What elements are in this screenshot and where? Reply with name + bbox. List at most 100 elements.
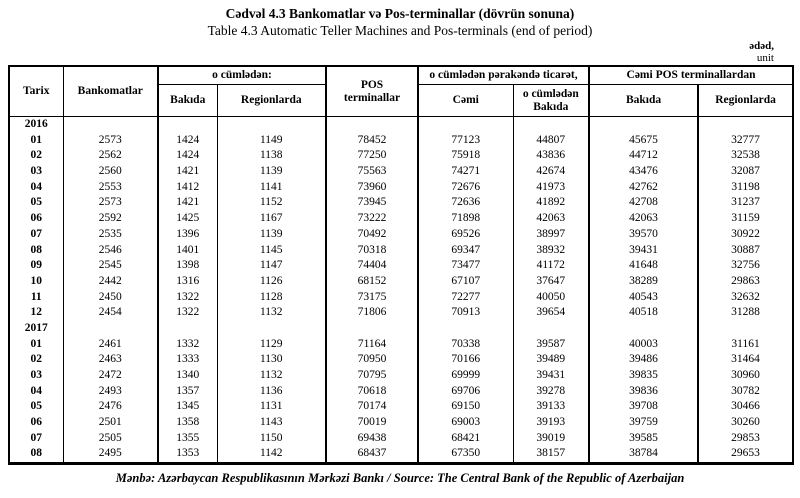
value-cell: 32632 [697, 289, 794, 306]
value-cell: 30887 [697, 242, 794, 259]
value-cell: 44807 [512, 132, 590, 149]
value-cell: 40050 [512, 289, 590, 306]
data-row: 06 2501 1358 1143 70019 69003 39193 39759 30260 [9, 415, 794, 431]
value-cell: 1132 [216, 368, 327, 384]
value-cell: 39570 [588, 226, 699, 243]
empty-cell [697, 320, 794, 337]
value-cell: 1412 [157, 179, 217, 196]
value-cell: 70913 [417, 305, 514, 321]
data-row: 01 2461 1332 1129 71164 70338 39587 40003 31161 [9, 336, 794, 353]
col-header-bankomatlar: Bankomatlar [62, 66, 158, 117]
value-cell: 42063 [588, 211, 699, 227]
value-cell: 1139 [216, 226, 327, 243]
value-cell: 42063 [512, 211, 590, 227]
value-cell: 72277 [417, 289, 514, 306]
value-cell: 69999 [417, 368, 514, 384]
page-subtitle: Table 4.3 Automatic Teller Machines and … [207, 23, 593, 38]
value-cell: 31161 [697, 336, 794, 353]
value-cell: 2573 [62, 195, 158, 212]
value-cell: 41973 [512, 179, 590, 196]
value-cell: 30466 [697, 399, 794, 416]
data-row: 01 2573 1424 1149 78452 77123 44807 45675 32777 [9, 132, 794, 149]
value-cell: 45675 [588, 132, 699, 149]
col-header-tarix: Tarix [23, 85, 50, 97]
unit-note-az: ədəd, [749, 40, 774, 52]
empty-cell [216, 320, 327, 337]
empty-cell [512, 320, 590, 337]
value-cell: 40518 [588, 305, 699, 321]
value-cell: 67350 [417, 446, 514, 464]
value-cell: 73175 [325, 289, 419, 306]
value-cell: 29853 [697, 430, 794, 447]
value-cell: 1150 [216, 430, 327, 447]
value-cell: 1333 [157, 352, 217, 368]
value-cell: 70338 [417, 336, 514, 353]
data-row: 02 2562 1424 1138 77250 75918 43836 44712 32538 [9, 148, 794, 165]
value-cell: 44712 [588, 148, 699, 165]
value-cell: 43476 [588, 164, 699, 180]
value-cell: 2476 [62, 399, 158, 416]
value-cell: 75563 [325, 164, 419, 180]
value-cell: 1340 [157, 368, 217, 384]
value-cell: 1398 [157, 258, 217, 274]
value-cell: 1316 [157, 273, 217, 290]
value-cell: 70950 [325, 352, 419, 368]
col-group-o-cumleden: o cümlədən: [156, 66, 327, 85]
value-cell: 39587 [512, 336, 590, 353]
value-cell: 39019 [512, 430, 590, 447]
value-cell: 1424 [157, 132, 217, 149]
col-header-cemi: Cəmi [417, 84, 514, 117]
col-group-retail-trade: o cümlədən pərakəndə ticarət, [417, 66, 590, 85]
table-body: 2016 01 2573 1424 1149 78452 77123 44807 45675 32… [9, 116, 794, 464]
value-cell: 32756 [697, 258, 794, 274]
month-label: 05 [30, 196, 43, 209]
empty-cell [216, 116, 327, 133]
month-label: 08 [30, 447, 43, 460]
value-cell: 77250 [325, 148, 419, 165]
empty-cell [588, 116, 699, 133]
statistical-table-page: Cədvəl 4.3 Bankomatlar və Pos-terminalla… [0, 5, 800, 498]
value-cell: 38997 [512, 226, 590, 243]
data-row: 08 2546 1401 1145 70318 69347 38932 39431 30887 [9, 242, 794, 259]
value-cell: 67107 [417, 273, 514, 290]
data-row: 05 2476 1345 1131 70174 69150 39133 39708 30466 [9, 399, 794, 416]
value-cell: 69003 [417, 415, 514, 431]
value-cell: 73477 [417, 258, 514, 274]
value-cell: 39835 [588, 368, 699, 384]
value-cell: 1401 [157, 242, 217, 259]
value-cell: 1145 [216, 242, 327, 259]
value-cell: 39133 [512, 399, 590, 416]
year-label: 2016 [24, 118, 48, 130]
col-header-pos-regionlarda: Regionlarda [697, 84, 794, 117]
value-cell: 1345 [157, 399, 217, 416]
data-row: 03 2472 1340 1132 70795 69999 39431 39835 30960 [9, 368, 794, 384]
value-cell: 39486 [588, 352, 699, 368]
value-cell: 2461 [62, 336, 158, 353]
value-cell: 74404 [325, 258, 419, 274]
month-label: 04 [30, 180, 43, 193]
value-cell: 2495 [62, 446, 158, 464]
data-row: 10 2442 1316 1126 68152 67107 37647 38289 29863 [9, 273, 794, 290]
value-cell: 32087 [697, 164, 794, 180]
value-cell: 39278 [512, 383, 590, 400]
value-cell: 39431 [588, 242, 699, 259]
empty-cell [157, 116, 217, 133]
month-label: 06 [30, 416, 43, 429]
month-label: 10 [30, 274, 43, 287]
month-label: 01 [30, 133, 43, 146]
unit-note-en: unit [756, 51, 774, 64]
month-label: 12 [30, 306, 43, 319]
empty-cell [62, 116, 158, 133]
value-cell: 30260 [697, 415, 794, 431]
value-cell: 1357 [157, 383, 217, 400]
year-row: 2016 [9, 116, 794, 133]
value-cell: 39193 [512, 415, 590, 431]
empty-cell [325, 320, 419, 337]
value-cell: 70019 [325, 415, 419, 431]
value-cell: 70166 [417, 352, 514, 368]
value-cell: 73960 [325, 179, 419, 196]
value-cell: 39708 [588, 399, 699, 416]
col-group-cemi-pos: Cəmi POS terminallardan [588, 66, 794, 85]
page-title: Cədvəl 4.3 Bankomatlar və Pos-terminalla… [225, 6, 575, 21]
value-cell: 78452 [325, 132, 419, 149]
